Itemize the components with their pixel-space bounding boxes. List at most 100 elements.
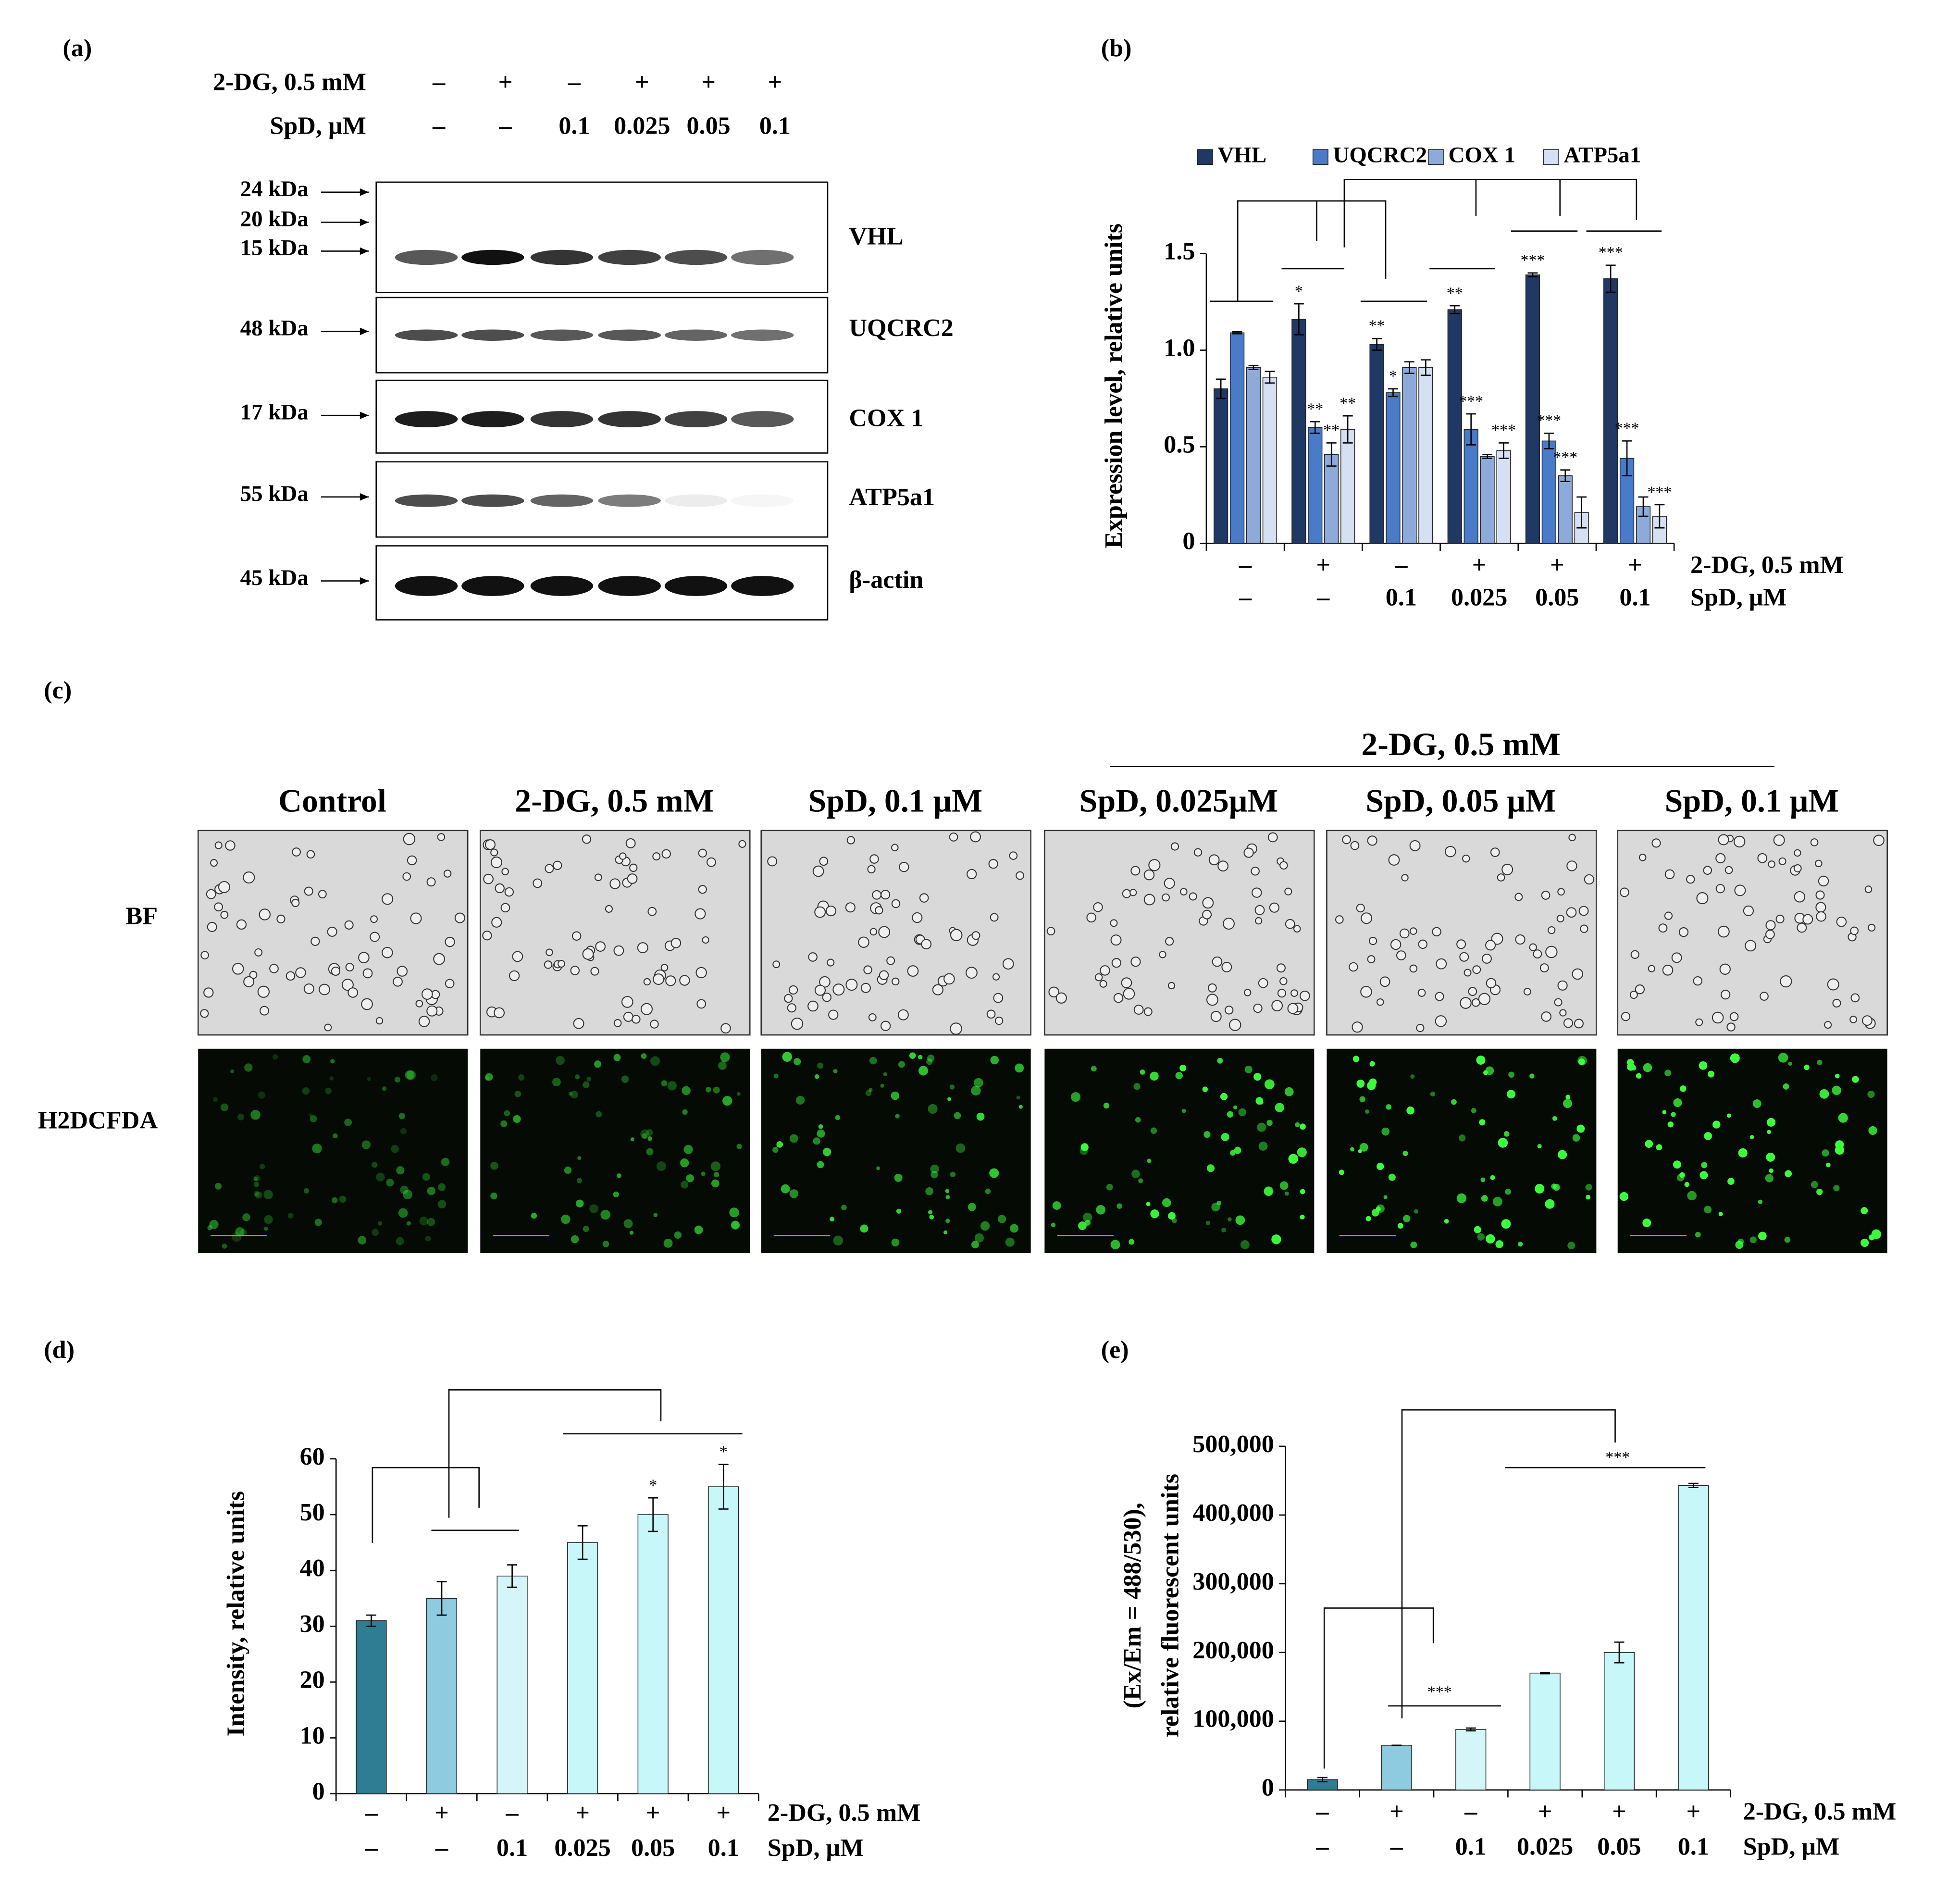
cell	[1386, 1104, 1392, 1110]
cell	[1867, 1090, 1875, 1098]
cell	[1435, 992, 1444, 1001]
x-tick-label: –	[1239, 584, 1252, 611]
panel-label: (e)	[1101, 1336, 1129, 1364]
cell	[1636, 1073, 1642, 1079]
y-axis-label: Intensity, relative units	[223, 1491, 250, 1737]
cell	[1752, 1099, 1762, 1108]
cell	[945, 1219, 950, 1223]
panel-label: (a)	[62, 35, 92, 62]
cell	[1287, 1003, 1299, 1014]
error-bar	[1388, 388, 1398, 398]
cell	[484, 839, 496, 850]
marker-label: 55 kDa	[240, 481, 309, 506]
cell	[880, 1083, 884, 1088]
cell	[950, 1022, 962, 1035]
bar	[1455, 1729, 1487, 1791]
cell	[570, 966, 580, 975]
cell	[1726, 1113, 1731, 1118]
cell	[244, 1063, 253, 1072]
cell	[1472, 965, 1481, 974]
cell	[1221, 1227, 1227, 1232]
cell	[419, 1217, 428, 1226]
cell	[276, 914, 285, 924]
error-bar	[577, 1525, 588, 1560]
band	[598, 329, 661, 341]
cell	[1143, 1007, 1153, 1016]
cell	[1094, 973, 1103, 982]
cell	[1490, 1175, 1495, 1180]
cell	[594, 1060, 602, 1068]
cell	[583, 1081, 590, 1088]
cell	[533, 878, 543, 888]
cell	[1193, 848, 1203, 857]
cell	[1110, 934, 1122, 946]
cell	[1082, 1212, 1092, 1222]
panel-label: (b)	[1101, 35, 1132, 62]
cell	[1715, 853, 1726, 864]
cell	[331, 966, 341, 976]
x-tick-label: 0.1	[1386, 584, 1417, 611]
cell	[1545, 1199, 1555, 1209]
cell	[1217, 1057, 1223, 1064]
x-tick-label: 0.1	[1619, 584, 1650, 611]
cell	[370, 915, 378, 923]
cell	[720, 1023, 731, 1034]
x-tick-label: –	[1464, 1798, 1477, 1825]
cell	[1207, 983, 1217, 993]
cell	[1110, 1240, 1120, 1250]
cell	[582, 834, 592, 844]
cell	[333, 1133, 338, 1139]
cell	[640, 1129, 650, 1139]
cell	[1051, 1222, 1056, 1228]
cell	[1070, 1092, 1081, 1102]
cell	[214, 841, 223, 849]
cell	[722, 1095, 732, 1106]
cell	[985, 1188, 991, 1194]
cell	[1339, 1169, 1345, 1175]
row-label: 2-DG, 0.5 mM	[213, 68, 366, 96]
cell	[1122, 889, 1131, 898]
cell	[1018, 1105, 1023, 1109]
cell	[1055, 992, 1067, 1004]
cell	[1794, 891, 1806, 903]
cell	[1703, 866, 1712, 875]
cell	[1359, 1143, 1368, 1152]
cell	[1712, 1120, 1721, 1129]
cell	[1165, 937, 1174, 946]
cell	[1216, 1200, 1222, 1206]
cell	[292, 847, 301, 857]
cell	[1721, 990, 1731, 1000]
cell	[665, 975, 676, 986]
cell	[650, 1056, 660, 1066]
cell	[832, 983, 845, 996]
treatment: +	[498, 68, 513, 96]
cell	[1738, 1148, 1748, 1158]
cell	[647, 1136, 652, 1141]
cell	[504, 887, 514, 897]
cell	[883, 1072, 888, 1076]
cell	[1563, 1018, 1573, 1028]
cell	[1541, 1011, 1551, 1022]
cell	[1778, 1053, 1788, 1063]
cell	[552, 1078, 561, 1087]
cell	[1352, 1056, 1360, 1062]
bar	[1229, 332, 1245, 544]
cell	[1297, 1147, 1307, 1157]
x-tick-label: –	[506, 1799, 519, 1827]
cell	[731, 1220, 740, 1230]
cell	[1827, 978, 1839, 991]
cell	[1271, 1234, 1281, 1244]
y-tick-label: 10	[300, 1722, 325, 1749]
cell	[1727, 1178, 1735, 1185]
cell	[285, 971, 296, 981]
cell	[696, 999, 707, 1009]
blot-box	[375, 461, 829, 538]
cell	[1498, 1138, 1508, 1148]
cell	[1259, 1101, 1264, 1105]
error-bar	[1248, 365, 1259, 371]
cell	[426, 877, 436, 887]
cell	[968, 1203, 976, 1211]
cell	[1861, 1207, 1868, 1215]
cell	[243, 871, 255, 884]
cell	[1826, 1162, 1831, 1168]
